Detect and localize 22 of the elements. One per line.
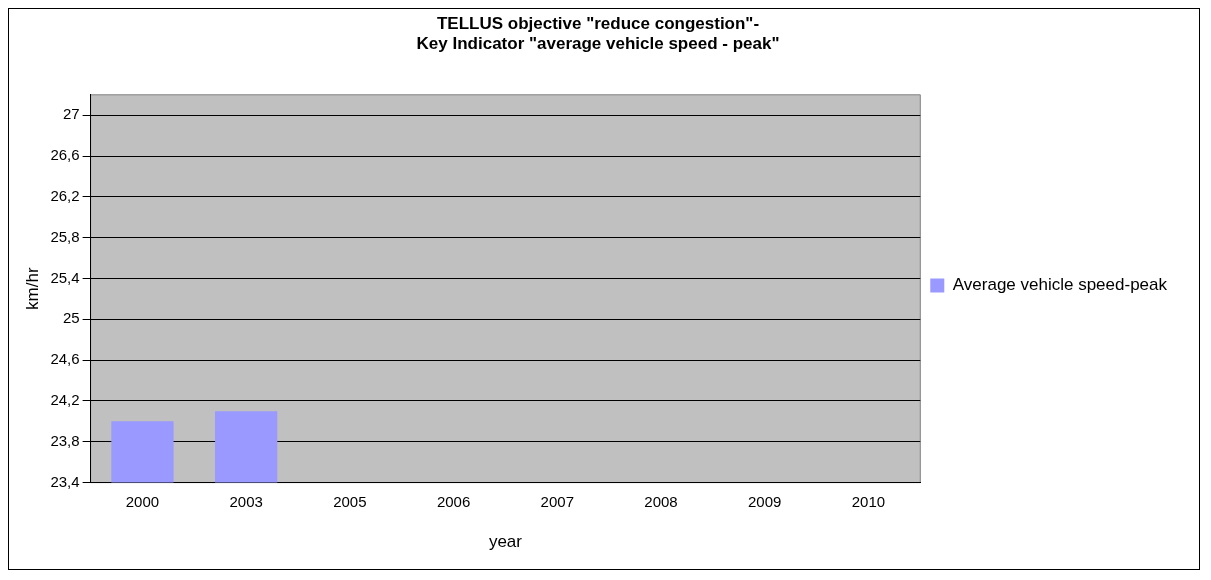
x-tick-label: 2000 bbox=[125, 492, 160, 510]
y-tick-label: 24,2 bbox=[50, 391, 80, 409]
y-axis-title: km/hr bbox=[22, 267, 42, 310]
legend-label: Average vehicle speed-peak bbox=[952, 275, 1168, 295]
x-tick-label: 2005 bbox=[333, 492, 367, 510]
x-tick-label: 2009 bbox=[748, 492, 782, 510]
x-tick-label: 2006 bbox=[436, 492, 471, 510]
x-tick-label: 2010 bbox=[851, 492, 886, 510]
y-tick-label: 25 bbox=[62, 309, 80, 327]
x-tick-label: 2003 bbox=[229, 492, 263, 510]
y-tick-label: 27 bbox=[62, 105, 80, 123]
y-tick-label: 25,4 bbox=[50, 268, 80, 286]
y-tick-label: 23,8 bbox=[50, 431, 80, 449]
y-tick-label: 25,8 bbox=[50, 227, 80, 245]
chart-title: TELLUS objective "reduce congestion"- Key Indicator "average vehicle speed - peak" bbox=[416, 13, 780, 54]
x-axis-title: year bbox=[488, 532, 523, 552]
x-tick-label: 2008 bbox=[644, 492, 678, 510]
y-tick-label: 26,2 bbox=[50, 186, 80, 204]
x-tick-label: 2007 bbox=[540, 492, 574, 510]
y-tick-label: 23,4 bbox=[50, 472, 80, 490]
y-tick-label: 24,6 bbox=[50, 350, 80, 368]
y-tick-label: 26,6 bbox=[50, 146, 80, 164]
